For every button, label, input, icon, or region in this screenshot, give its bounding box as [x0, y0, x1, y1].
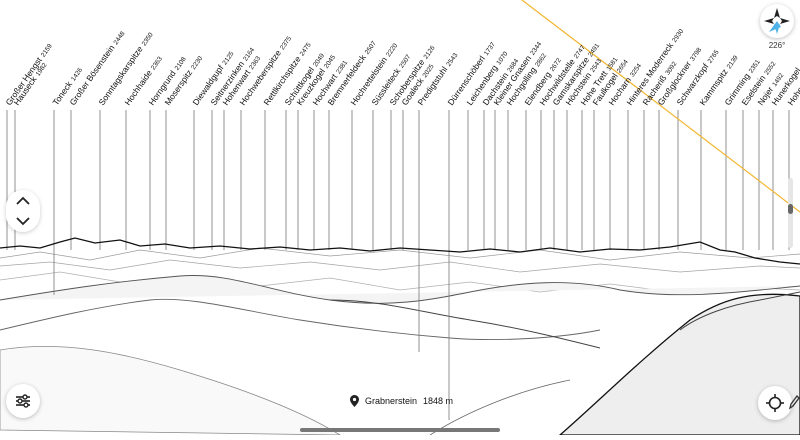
peak-elevation: 2475 — [299, 41, 313, 57]
peak-elevation: 2351 — [748, 58, 762, 74]
peak-elevation: 2159 — [40, 42, 54, 58]
compass-button[interactable] — [760, 4, 794, 38]
settings-sliders-icon — [16, 394, 30, 408]
zoom-arrows[interactable] — [6, 190, 40, 232]
sun-path-line — [521, 0, 800, 213]
location-readout: Grabnerstein 1848 m — [350, 395, 453, 407]
peak-elevation: 2552 — [763, 60, 777, 76]
peak-elevation: 2139 — [726, 54, 740, 70]
peak-elevation: 1737 — [483, 41, 497, 57]
peak-labels: Großer Hengst2159Hauseck1982Toneck1426Gr… — [3, 28, 800, 107]
compass-icon — [764, 8, 790, 34]
home-indicator[interactable] — [300, 428, 500, 432]
peak-elevation: 2220 — [385, 42, 399, 58]
peak-elevation: 2930 — [671, 28, 685, 44]
crosshair-target-icon — [766, 394, 784, 412]
compass-bearing: 226° — [768, 41, 786, 50]
chevron-down-icon[interactable] — [6, 211, 40, 232]
foreground-hills — [0, 275, 800, 436]
horizon-skyline — [0, 237, 800, 265]
peak-elevation: 2765 — [707, 49, 721, 65]
peak-elevation: 2375 — [279, 35, 293, 51]
peak-elevation: 1070 — [495, 50, 509, 66]
peak-label[interactable]: Großer Bösenstein2448 — [67, 28, 126, 107]
pencil-icon[interactable] — [788, 394, 800, 410]
recenter-button[interactable] — [758, 386, 792, 420]
location-name: Grabnerstein — [365, 396, 418, 406]
peak-elevation: 2126 — [423, 44, 437, 60]
peak-elevation: 2363 — [150, 55, 164, 71]
peak-elevation: 3798 — [689, 46, 703, 62]
peak-elevation: 2350 — [141, 31, 155, 47]
peak-label[interactable]: Großer Hengst2159 — [3, 41, 54, 107]
peak-elevation: 2230 — [190, 55, 204, 71]
peak-elevation: 2491 — [587, 42, 601, 58]
scrollbar-thumb[interactable] — [788, 204, 793, 214]
peak-elevation: 2543 — [445, 52, 459, 68]
settings-button[interactable] — [6, 384, 40, 418]
chevron-up-icon[interactable] — [6, 190, 40, 211]
location-elevation: 1848 m — [423, 396, 454, 406]
peak-elevation: 2507 — [364, 40, 378, 56]
location-pin-icon — [350, 395, 359, 407]
peak-elevation: 2448 — [113, 30, 127, 46]
